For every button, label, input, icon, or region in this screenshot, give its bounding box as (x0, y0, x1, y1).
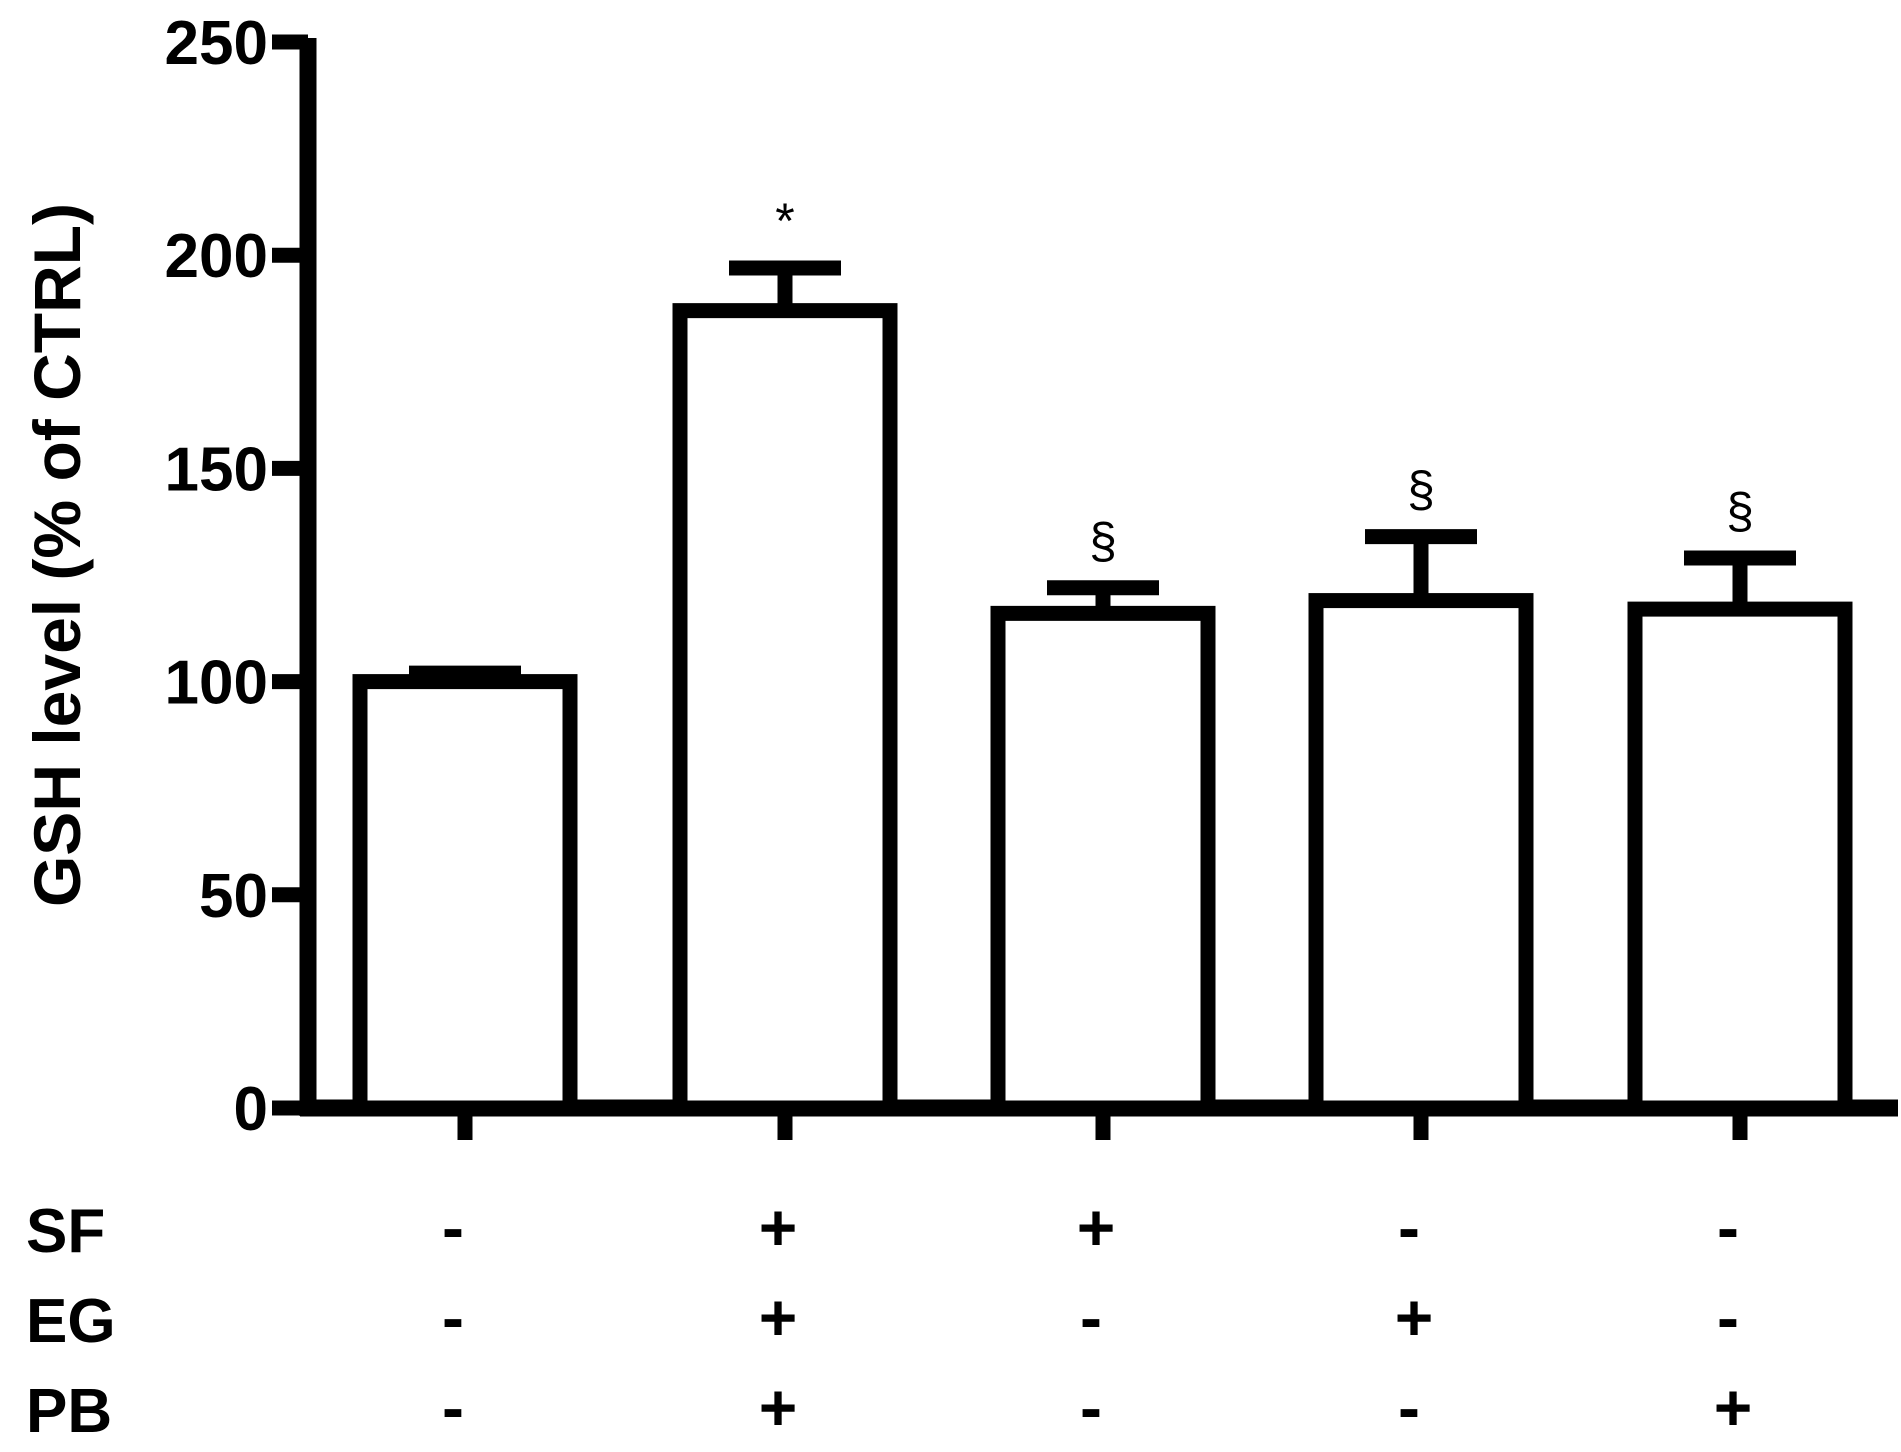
treatment-symbol: - (1717, 1190, 1739, 1264)
treatment-symbol: + (759, 1370, 798, 1444)
treatment-row-label: PB (26, 1377, 112, 1446)
treatment-symbol: - (1080, 1280, 1102, 1354)
y-tick-label: 150 (165, 435, 268, 504)
treatment-symbol: + (1077, 1190, 1116, 1264)
treatment-symbol: + (759, 1190, 798, 1264)
treatment-symbol: + (759, 1280, 798, 1354)
bar (352, 674, 578, 1116)
treatment-symbol: - (1080, 1370, 1102, 1444)
significance-marker: § (1089, 513, 1117, 569)
treatment-table: SF - + + - - EG - + - + - PB - + - - + (26, 1190, 1752, 1446)
bar (1308, 593, 1534, 1116)
significance-marker: * (775, 193, 794, 249)
bar (990, 605, 1216, 1116)
y-tick-label: 100 (165, 649, 268, 718)
y-tick-label: 200 (165, 222, 268, 291)
treatment-symbol: - (442, 1280, 464, 1354)
treatment-row-label: SF (26, 1197, 105, 1266)
y-axis-title: GSH level (% of CTRL) (20, 203, 94, 907)
bars-group: * § § § (352, 193, 1853, 1116)
treatment-row-label: EG (26, 1287, 116, 1356)
treatment-symbol: - (1398, 1190, 1420, 1264)
significance-marker: § (1726, 483, 1754, 539)
bar (1627, 601, 1853, 1116)
treatment-symbol: + (1714, 1370, 1753, 1444)
treatment-symbol: - (442, 1190, 464, 1264)
treatment-symbol: - (1717, 1280, 1739, 1354)
bar (672, 303, 898, 1116)
treatment-symbol: - (442, 1370, 464, 1444)
y-tick-label: 50 (199, 862, 268, 931)
significance-marker: § (1407, 462, 1435, 518)
treatment-symbol: + (1395, 1280, 1434, 1354)
y-tick-label: 250 (165, 9, 268, 78)
y-tick-label: 0 (234, 1075, 268, 1144)
treatment-symbol: - (1398, 1370, 1420, 1444)
